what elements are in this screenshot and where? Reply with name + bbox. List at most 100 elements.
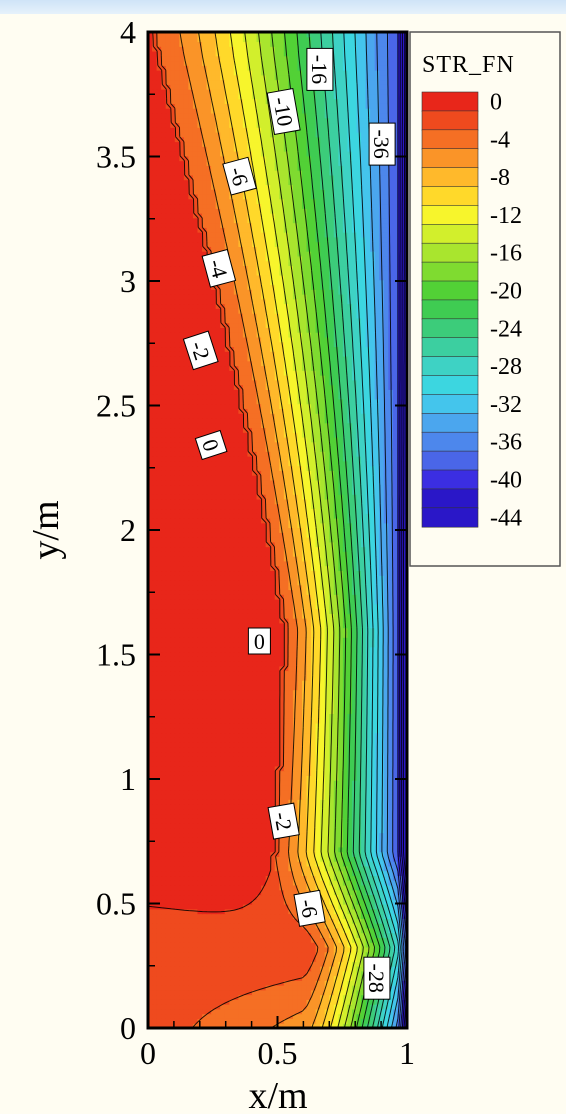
contour-band-cell <box>333 736 340 743</box>
contour-band-cell <box>156 674 163 681</box>
contour-band-cell <box>179 841 185 848</box>
contour-band-cell <box>292 984 299 991</box>
contour-band-cell <box>148 979 154 986</box>
contour-band-cell <box>315 808 322 815</box>
contour-band-cell <box>152 746 158 753</box>
contour-band-cell <box>252 960 258 967</box>
contour-band-cell <box>192 727 199 734</box>
contour-band-cell <box>215 855 222 862</box>
contour-band-cell <box>347 889 353 896</box>
contour-band-cell <box>170 789 176 795</box>
contour-band-cell <box>279 712 285 719</box>
contour-band-cell <box>306 1003 313 1010</box>
contour-band-cell <box>179 936 185 943</box>
contour-band-cell <box>174 765 181 772</box>
contour-band-cell <box>306 1008 313 1015</box>
contour-band-cell <box>351 908 358 915</box>
contour-band-cell <box>202 898 208 905</box>
contour-band-cell <box>329 913 335 919</box>
contour-band-cell <box>229 665 235 672</box>
contour-band-cell <box>179 970 185 977</box>
contour-band-cell <box>215 836 222 843</box>
contour-band-cell <box>292 851 299 857</box>
contour-band-cell <box>329 875 335 881</box>
contour-band-cell <box>361 784 367 791</box>
contour-band-cell <box>383 832 390 838</box>
contour-band-cell <box>165 774 172 781</box>
contour-band-cell <box>388 646 394 653</box>
contour-band-cell <box>279 913 285 919</box>
contour-band-cell <box>315 651 322 657</box>
contour-band-cell <box>265 1003 272 1010</box>
contour-band-cell <box>161 894 167 900</box>
contour-band-cell <box>279 932 285 938</box>
contour-band-cell <box>179 665 185 672</box>
contour-band-cell <box>301 960 308 967</box>
contour-band-cell <box>283 646 290 653</box>
contour-band-cell <box>329 736 335 743</box>
contour-band-cell <box>215 875 222 881</box>
contour-band-cell <box>179 917 185 924</box>
contour-band-cell <box>174 970 181 977</box>
contour-band-cell <box>347 674 353 681</box>
contour-band-cell <box>183 975 190 981</box>
contour-band-cell <box>392 932 399 938</box>
contour-band-cell <box>297 717 303 724</box>
contour-band-cell <box>329 636 335 643</box>
contour-band-cell <box>338 793 344 800</box>
contour-band-cell <box>392 970 399 977</box>
contour-band-cell <box>252 841 258 848</box>
contour-band-cell <box>401 774 407 781</box>
contour-band-cell <box>183 870 190 877</box>
contour-band-cell <box>247 684 253 691</box>
contour-band-cell <box>374 836 381 843</box>
contour-band-cell <box>215 927 222 934</box>
contour-band-cell <box>165 651 172 657</box>
contour-band-cell <box>324 913 331 919</box>
contour-band-cell <box>202 879 208 886</box>
contour-band-cell <box>215 755 222 762</box>
contour-band-cell <box>342 693 349 700</box>
contour-band-cell <box>170 670 176 676</box>
contour-band-cell <box>242 722 249 729</box>
contour-band-cell <box>342 612 349 619</box>
contour-band-cell <box>324 827 331 834</box>
contour-band-cell <box>165 946 172 953</box>
contour-band-cell <box>388 965 394 972</box>
contour-band-cell <box>306 712 313 719</box>
contour-band-cell <box>206 670 213 676</box>
contour-band-cell <box>174 894 181 900</box>
contour-band-cell <box>279 965 285 972</box>
contour-band-cell <box>188 803 194 810</box>
contour-band-cell <box>229 755 235 762</box>
contour-band-cell <box>215 913 222 919</box>
contour-band-cell <box>338 708 344 714</box>
contour-band-cell <box>265 822 272 829</box>
contour-band-cell <box>242 803 249 810</box>
contour-band-cell <box>301 808 308 815</box>
contour-band-cell <box>365 870 372 877</box>
contour-band-cell <box>320 636 326 643</box>
contour-band-cell <box>347 755 353 762</box>
contour-band-cell <box>174 994 181 1000</box>
contour-band-cell <box>161 732 167 738</box>
contour-band-cell <box>306 846 313 853</box>
contour-band-cell <box>252 898 258 905</box>
contour-band-cell <box>301 836 308 843</box>
contour-band-cell <box>351 741 358 748</box>
contour-band-cell <box>279 670 285 676</box>
contour-band-cell <box>338 693 344 700</box>
contour-band-cell <box>174 898 181 905</box>
contour-band-cell <box>274 941 281 948</box>
contour-band-cell <box>211 746 217 753</box>
contour-band-cell <box>306 693 313 700</box>
contour-band-cell <box>338 689 344 695</box>
contour-band-cell <box>161 689 167 695</box>
contour-band-cell <box>270 884 276 891</box>
contour-band-cell <box>238 932 244 938</box>
contour-band-cell <box>233 922 240 929</box>
contour-band-cell <box>179 636 185 643</box>
contour-band-cell <box>333 827 340 834</box>
contour-band-cell <box>247 889 253 896</box>
contour-band-cell <box>224 832 231 838</box>
